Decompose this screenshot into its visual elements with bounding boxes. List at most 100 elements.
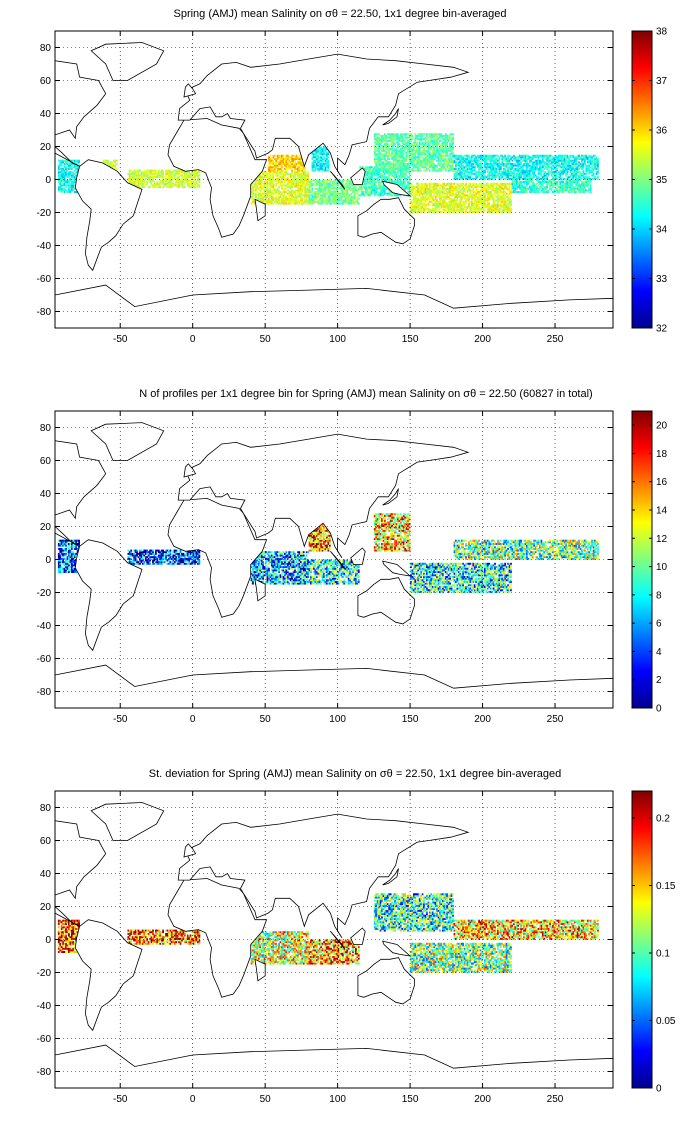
panel-1-cell (473, 209, 476, 212)
panel-1-cell (459, 196, 462, 198)
panel-1-cell (334, 196, 337, 198)
panel-1-cell (170, 171, 173, 174)
panel-1-cell (344, 192, 347, 195)
panel-1-cell (447, 197, 450, 200)
panel-1-cell (268, 176, 270, 179)
panel-1-cell (441, 144, 444, 147)
panel-1-cell (395, 182, 398, 185)
panel-1-cell (108, 164, 111, 167)
panel-1-cell (478, 199, 480, 202)
panel-1-cell (460, 204, 463, 207)
panel-1-cell (446, 154, 449, 157)
panel-1-cell (263, 196, 266, 198)
panel-1-cell (192, 179, 195, 182)
panel-1-cell (376, 154, 379, 157)
panel-1-cell (417, 169, 420, 172)
panel-1-cell (282, 174, 285, 177)
panel-1-cell (431, 153, 434, 156)
panel-1-cell (417, 194, 420, 197)
panel-1-cell (324, 153, 327, 156)
panel-1-cell (488, 184, 491, 187)
panel-1-cell (436, 164, 438, 167)
panel-1-cell (370, 171, 373, 174)
panel-1-cell (346, 189, 349, 192)
panel-1-cell (421, 156, 424, 159)
panel-1-cell (370, 189, 373, 192)
panel-1-cell (412, 164, 415, 167)
panel-1-cell (317, 192, 320, 195)
panel-1-cell (462, 192, 465, 195)
panel-1-cell (347, 184, 350, 187)
panel-1-cell (376, 139, 379, 142)
panel-1-cell (153, 181, 156, 184)
panel-1-cell (389, 192, 392, 195)
panel-1-cell (399, 171, 402, 174)
panel-1-cell (292, 164, 295, 167)
panel-1-cell (421, 146, 424, 149)
panel-1-cell (323, 179, 325, 182)
panel-1-cell (502, 196, 505, 198)
panel-1-cell (465, 177, 467, 180)
panel-1-cell (278, 156, 280, 159)
panel-1-cell (323, 192, 325, 195)
panel-1-cell (415, 194, 418, 197)
panel-1-cell (437, 192, 440, 195)
panel-1-cell (382, 167, 385, 170)
panel-1-cell (426, 191, 428, 193)
panel-1-cell (444, 148, 447, 151)
panel-1-cell (130, 181, 133, 184)
panel-1-cell (446, 207, 449, 210)
panel-1-cell (382, 139, 385, 142)
panel-1-cell (299, 159, 302, 162)
panel-1-cell (418, 146, 421, 149)
panel-1-cell (273, 187, 276, 190)
panel-1-cell (408, 161, 411, 164)
panel-1-cell (424, 202, 427, 205)
panel-1-cell (446, 196, 449, 198)
panel-1-cell (412, 186, 415, 189)
panel-1-cell (399, 138, 402, 141)
panel-1-cell (160, 169, 163, 172)
panel-1-cell (415, 138, 418, 141)
panel-1-cell (281, 158, 283, 160)
panel-1-cell (133, 169, 136, 172)
panel-1-cell (188, 174, 191, 177)
panel-1-cell (459, 189, 462, 192)
panel-1-cell (75, 191, 78, 193)
panel-1-cell (340, 189, 343, 192)
panel-1-cell (268, 202, 270, 205)
panel-1-cell (463, 205, 466, 208)
panel-1-cell (308, 200, 311, 203)
panel-1-cell (424, 207, 427, 210)
panel-1-cell (414, 134, 417, 137)
panel-1-cell (301, 171, 304, 174)
panel-1-cell (420, 151, 422, 154)
panel-1-cell (428, 182, 431, 185)
panel-1-cell (278, 202, 280, 205)
panel-1-cell (382, 166, 385, 169)
panel-1-cell (373, 186, 376, 189)
panel-1-cell (424, 186, 427, 189)
panel-1-cell (386, 169, 389, 172)
panel-1-cell (301, 184, 304, 187)
panel-1-cell (72, 171, 75, 174)
panel-1-cell (402, 143, 405, 146)
panel-1-cell (412, 194, 415, 197)
panel-1-cell (366, 166, 369, 169)
panel-1-cell (502, 209, 505, 212)
panel-1-cell (295, 154, 298, 157)
panel-1-cell (353, 200, 356, 203)
panel-1-cell (299, 167, 302, 170)
panel-1-cell (431, 149, 434, 152)
panel-1-cell (415, 161, 418, 164)
panel-1-cell (421, 133, 424, 136)
panel-1-cell (412, 158, 415, 160)
panel-1-cell (495, 187, 498, 190)
panel-1-cell (497, 196, 499, 198)
panel-1-cell (172, 174, 175, 177)
panel-1-cell (269, 196, 272, 198)
panel-1-cell (504, 191, 507, 193)
panel-1-cell (473, 169, 476, 172)
panel-1-cell (110, 161, 112, 164)
panel-1-cell (321, 199, 324, 202)
